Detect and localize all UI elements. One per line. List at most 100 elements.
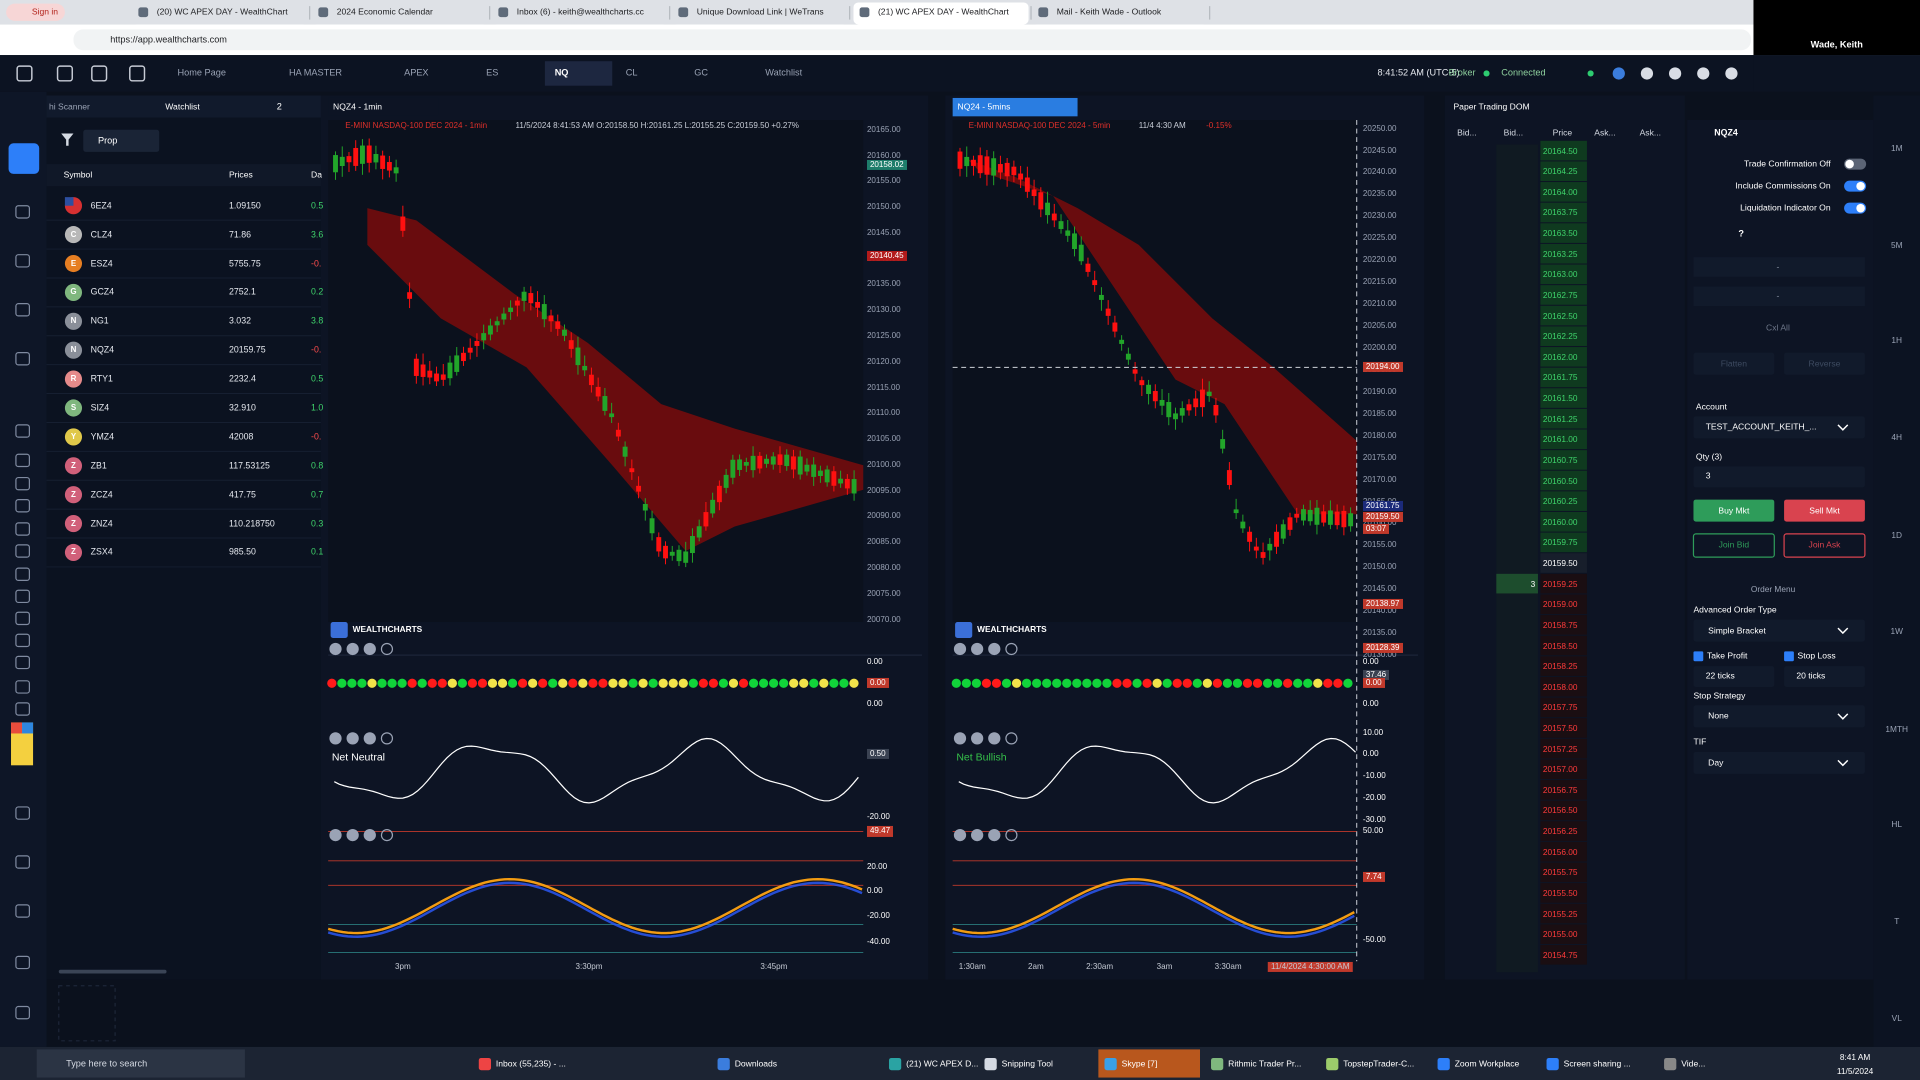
dom-price[interactable]: 20160.00 bbox=[1542, 516, 1578, 527]
interval[interactable]: 1MTH bbox=[1885, 723, 1909, 734]
select-value[interactable]: Day bbox=[1708, 757, 1724, 768]
symbol[interactable]: 6EZ4 bbox=[90, 200, 112, 211]
workspace-tab[interactable]: NQ bbox=[554, 67, 569, 78]
taskbar-app[interactable]: Vide... bbox=[1681, 1058, 1706, 1069]
interval[interactable]: 5M bbox=[1890, 239, 1903, 250]
select-value[interactable]: Simple Bracket bbox=[1708, 625, 1766, 636]
button[interactable]: Flatten bbox=[1720, 358, 1747, 369]
dom-price[interactable]: 20156.25 bbox=[1542, 825, 1578, 836]
input-value[interactable]: 20 ticks bbox=[1796, 670, 1826, 681]
workspace-tab[interactable]: HA MASTER bbox=[288, 67, 342, 78]
dom-price[interactable]: 20162.75 bbox=[1542, 289, 1578, 300]
url[interactable]: https://app.wealthcharts.com bbox=[110, 34, 227, 45]
taskbar-app[interactable]: Screen sharing ... bbox=[1563, 1058, 1631, 1069]
browser-tab-title[interactable]: (20) WC APEX DAY - WealthChart bbox=[156, 6, 288, 17]
taskbar-app[interactable]: Rithmic Trader Pr... bbox=[1228, 1058, 1302, 1069]
input-value[interactable]: 3 bbox=[1705, 470, 1711, 481]
dom-price[interactable]: 20157.25 bbox=[1542, 743, 1578, 754]
taskbar-app[interactable]: Zoom Workplace bbox=[1454, 1058, 1520, 1069]
button[interactable]: Buy Mkt bbox=[1718, 505, 1750, 516]
toggle-label[interactable]: Liquidation Indicator On bbox=[1740, 202, 1831, 213]
dom-price[interactable]: 20155.50 bbox=[1542, 887, 1578, 898]
dom-price[interactable]: 20159.50 bbox=[1542, 557, 1578, 568]
dom-price[interactable]: 20162.00 bbox=[1542, 351, 1578, 362]
panel-tab[interactable]: hi Scanner bbox=[48, 101, 90, 112]
symbol[interactable]: NG1 bbox=[90, 315, 109, 326]
dom-price[interactable]: 20158.25 bbox=[1542, 660, 1578, 671]
check-label[interactable]: Stop Loss bbox=[1797, 650, 1836, 661]
interval[interactable]: 4H bbox=[1891, 431, 1903, 442]
symbol[interactable]: ZSX4 bbox=[90, 546, 113, 557]
dom-price[interactable]: 20159.75 bbox=[1542, 537, 1578, 548]
interval[interactable]: 1W bbox=[1890, 625, 1903, 636]
symbol[interactable]: ZCZ4 bbox=[90, 489, 113, 500]
dom-price[interactable]: 20160.75 bbox=[1542, 454, 1578, 465]
dom-price[interactable]: 20158.00 bbox=[1542, 681, 1578, 692]
dom-price[interactable]: 20160.50 bbox=[1542, 475, 1578, 486]
panel-tab[interactable]: Watchlist bbox=[165, 101, 200, 112]
taskbar-app[interactable]: Inbox (55,235) - ... bbox=[495, 1058, 566, 1069]
symbol[interactable]: YMZ4 bbox=[90, 431, 115, 442]
browser-tab-title[interactable]: Mail - Keith Wade - Outlook bbox=[1056, 6, 1162, 17]
dom-price[interactable]: 20164.25 bbox=[1542, 166, 1578, 177]
chart-title[interactable]: NQZ4 - 1min bbox=[333, 101, 383, 112]
dom-price[interactable]: 20164.50 bbox=[1542, 145, 1578, 156]
filter[interactable]: Prop bbox=[97, 135, 118, 146]
dom-price[interactable]: 20159.00 bbox=[1542, 599, 1578, 610]
workspace-tab[interactable]: CL bbox=[625, 67, 638, 78]
menu[interactable]: Order Menu bbox=[1750, 583, 1796, 594]
dom-price[interactable]: 20157.75 bbox=[1542, 702, 1578, 713]
interval[interactable]: 1H bbox=[1891, 335, 1903, 346]
interval[interactable]: T bbox=[1894, 915, 1900, 926]
dom-price[interactable]: 20161.00 bbox=[1542, 434, 1578, 445]
workspace-tab[interactable]: APEX bbox=[404, 67, 429, 78]
workspace-tab[interactable]: GC bbox=[694, 67, 709, 78]
dom-price[interactable]: 20154.75 bbox=[1542, 949, 1578, 960]
button[interactable]: Join Bid bbox=[1718, 539, 1750, 550]
dom-price[interactable]: 20155.75 bbox=[1542, 867, 1578, 878]
browser-tab-title[interactable]: Inbox (6) - keith@wealthcharts.cc bbox=[516, 6, 644, 17]
browser-tab-title[interactable]: (21) WC APEX DAY - WealthChart bbox=[877, 6, 1009, 17]
taskbar-app[interactable]: Skype [7] bbox=[1121, 1058, 1158, 1069]
check-label[interactable]: Take Profit bbox=[1706, 650, 1748, 661]
dom-price[interactable]: 20162.25 bbox=[1542, 330, 1578, 341]
button[interactable]: Cxl All bbox=[1766, 322, 1790, 333]
taskbar-app[interactable]: TopstepTrader-C... bbox=[1343, 1058, 1415, 1069]
dom-price[interactable]: 20158.50 bbox=[1542, 640, 1578, 651]
symbol[interactable]: ZNZ4 bbox=[90, 518, 113, 529]
browser-tab-title[interactable]: Unique Download Link | WeTrans bbox=[696, 6, 824, 17]
toggle-label[interactable]: Trade Confirmation Off bbox=[1743, 158, 1831, 169]
dom-price[interactable]: 20158.75 bbox=[1542, 619, 1578, 630]
symbol[interactable]: CLZ4 bbox=[90, 229, 113, 240]
dom-price[interactable]: 20163.75 bbox=[1542, 207, 1578, 218]
chart-title[interactable]: NQ24 - 5mins bbox=[957, 101, 1011, 112]
dom-price[interactable]: 20161.50 bbox=[1542, 392, 1578, 403]
select-value[interactable]: TEST_ACCOUNT_KEITH_... bbox=[1705, 421, 1817, 432]
dom-price[interactable]: 20156.75 bbox=[1542, 784, 1578, 795]
dom-price[interactable]: 20161.75 bbox=[1542, 372, 1578, 383]
symbol[interactable]: SIZ4 bbox=[90, 402, 110, 413]
taskbar-app[interactable]: (21) WC APEX D... bbox=[906, 1058, 979, 1069]
search[interactable]: Type here to search bbox=[66, 1058, 148, 1069]
workspace-tab[interactable]: ES bbox=[486, 67, 499, 78]
symbol[interactable]: GCZ4 bbox=[90, 286, 115, 297]
symbol[interactable]: NQZ4 bbox=[90, 344, 115, 355]
dom-price[interactable]: 20163.00 bbox=[1542, 269, 1578, 280]
symbol[interactable]: RTY1 bbox=[90, 373, 113, 384]
workspace-tab[interactable]: Watchlist bbox=[765, 67, 803, 78]
dom-price[interactable]: 20155.00 bbox=[1542, 928, 1578, 939]
button[interactable]: Join Ask bbox=[1808, 539, 1841, 550]
dom-price[interactable]: 20162.50 bbox=[1542, 310, 1578, 321]
dom-price[interactable]: 20160.25 bbox=[1542, 495, 1578, 506]
interval[interactable]: VL bbox=[1891, 1012, 1902, 1023]
input-value[interactable]: 22 ticks bbox=[1705, 670, 1735, 681]
dom-price[interactable]: 20164.00 bbox=[1542, 186, 1578, 197]
dom-price[interactable]: 20163.25 bbox=[1542, 248, 1578, 259]
dom-price[interactable]: 20157.50 bbox=[1542, 722, 1578, 733]
toggle-label[interactable]: Include Commissions On bbox=[1735, 180, 1831, 191]
dom-price[interactable]: 20161.25 bbox=[1542, 413, 1578, 424]
browser-tab-title[interactable]: 2024 Economic Calendar bbox=[336, 6, 433, 17]
select-value[interactable]: None bbox=[1708, 710, 1729, 721]
symbol[interactable]: ESZ4 bbox=[90, 257, 113, 268]
interval[interactable]: HL bbox=[1891, 818, 1903, 829]
